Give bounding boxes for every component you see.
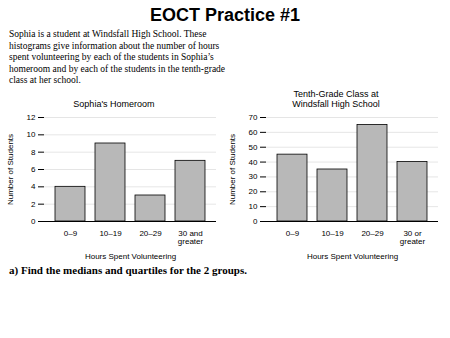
html-text:EOCT Practice #1: EOCT Practice #1 [150, 5, 300, 25]
svg-text:10–19: 10–19 [321, 229, 344, 238]
svg-text:0: 0 [31, 217, 36, 226]
svg-text:20–29: 20–29 [139, 229, 162, 238]
svg-text:30: 30 [249, 172, 258, 181]
svg-text:6: 6 [31, 165, 36, 174]
html-text:a) Find the medians and quarti: a) Find the medians and quartiles for th… [9, 263, 247, 276]
svg-text:0: 0 [253, 217, 258, 226]
html-text:Tenth-Grade Class at Windsfall: Tenth-Grade Class at Windsfall High Scho… [292, 88, 380, 109]
svg-text:20–29: 20–29 [361, 229, 384, 238]
svg-text:60: 60 [249, 128, 258, 137]
svg-text:20: 20 [249, 187, 258, 196]
svg-text:4: 4 [31, 182, 36, 191]
svg-text:70: 70 [249, 113, 258, 122]
svg-text:12: 12 [27, 113, 36, 122]
svg-text:10: 10 [27, 130, 36, 139]
html-text:Sophia's Homeroom: Sophia's Homeroom [73, 98, 155, 109]
svg-text:Hours Spent Volunteering: Hours Spent Volunteering [307, 251, 398, 260]
svg-text:30 andgreater: 30 andgreater [178, 229, 204, 246]
svg-text:30 orgreater: 30 orgreater [400, 229, 426, 246]
svg-text:8: 8 [31, 148, 36, 157]
svg-text:Number of Students: Number of Students [6, 134, 15, 205]
html-text:Sophia is a student at Windsfa: Sophia is a student at Windsfall High Sc… [9, 29, 226, 86]
svg-text:10: 10 [249, 202, 258, 211]
svg-text:Number of Students: Number of Students [228, 134, 237, 205]
svg-text:10–19: 10–19 [99, 229, 122, 238]
svg-text:50: 50 [249, 143, 258, 152]
svg-text:2: 2 [31, 200, 36, 209]
svg-text:40: 40 [249, 158, 258, 167]
svg-text:Hours Spent Volunteering: Hours Spent Volunteering [85, 251, 176, 260]
svg-text:0–9: 0–9 [64, 229, 78, 238]
svg-text:0–9: 0–9 [286, 229, 300, 238]
